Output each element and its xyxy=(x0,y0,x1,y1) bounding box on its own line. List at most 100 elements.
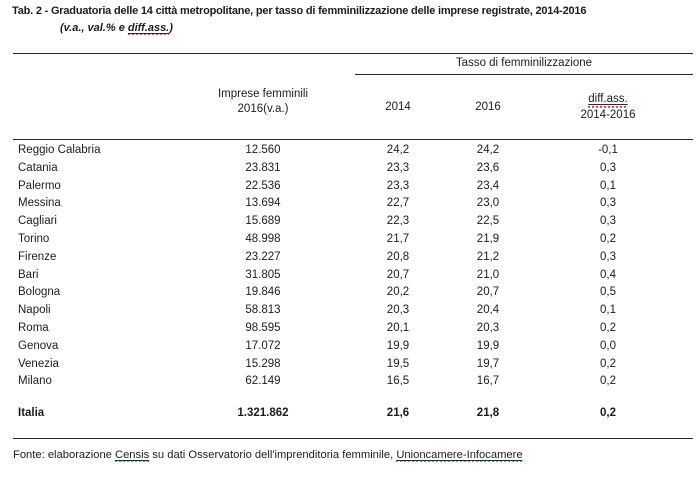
city-cell: Reggio Calabria xyxy=(18,144,101,156)
tasso-2016-cell: 23,6 xyxy=(476,161,500,174)
imprese-cell: 17.072 xyxy=(245,339,281,352)
city-cell: Venezia xyxy=(18,357,59,370)
tasso-2016-cell: 20,4 xyxy=(476,304,500,317)
header-diff-line1: diff.ass. xyxy=(588,91,628,108)
tasso-2014-cell: 19,9 xyxy=(386,339,410,352)
tasso-2014-cell: 20,1 xyxy=(386,321,410,334)
subtitle-post: ) xyxy=(169,22,173,34)
tasso-2014-cell: 20,7 xyxy=(386,268,410,281)
city-cell: Milano xyxy=(18,375,52,388)
table-span-header-row: Tasso di femminilizzazione xyxy=(13,54,693,75)
table-bottom-rule xyxy=(13,438,693,440)
table-header-row: Imprese femminili 2016(v.a.) 2014 2016 d… xyxy=(13,75,693,140)
total-tasso-2016-cell: 21,8 xyxy=(476,407,500,420)
city-cell: Napoli xyxy=(18,304,51,317)
imprese-cell: 19.846 xyxy=(245,286,281,299)
diff-cell: 0,3 xyxy=(600,215,616,228)
tasso-2016-cell: 23,4 xyxy=(476,179,500,192)
tasso-2014-cell: 21,7 xyxy=(386,232,410,245)
city-cell: Bari xyxy=(18,268,39,281)
source-unioncamere: Unioncamere-Infocamere xyxy=(396,449,523,462)
tasso-2016-cell: 24,2 xyxy=(476,144,500,156)
imprese-cell: 12.560 xyxy=(245,144,281,156)
tasso-2016-cell: 16,7 xyxy=(476,375,500,388)
tasso-2014-cell: 16,5 xyxy=(386,375,410,388)
span-header-tasso: Tasso di femminilizzazione xyxy=(355,54,693,75)
header-diff-line2: 2014-2016 xyxy=(580,108,636,121)
table-row: Milano 62.149 16,5 16,7 0,2 xyxy=(13,373,693,391)
tasso-2014-cell: 22,3 xyxy=(386,215,410,228)
tasso-2014-cell: 24,2 xyxy=(386,144,410,156)
city-cell: Palermo xyxy=(18,179,61,192)
city-cell: Cagliari xyxy=(18,215,57,228)
table-row: Reggio Calabria 12.560 24,2 24,2 -0,1 xyxy=(13,142,693,160)
tasso-2014-cell: 22,7 xyxy=(386,197,410,210)
table-row: Messina 13.694 22,7 23,0 0,3 xyxy=(13,195,693,213)
header-city-empty xyxy=(13,75,183,139)
table-row: Venezia 15.298 19,5 19,7 0,2 xyxy=(13,356,693,374)
diff-cell: 0,0 xyxy=(600,339,616,352)
total-row-italia: Italia 1.321.862 21,6 21,8 0,2 xyxy=(13,402,693,424)
subtitle-spellcheck-term: diff.ass. xyxy=(127,22,170,35)
table-row: Roma 98.595 20,1 20,3 0,2 xyxy=(13,320,693,338)
source-pre: Fonte: elaborazione xyxy=(13,449,115,461)
diff-cell: 0,3 xyxy=(600,250,616,263)
total-city-cell: Italia xyxy=(18,407,45,420)
source-censis: Censis xyxy=(115,449,150,462)
header-diff-ass: diff.ass. 2014-2016 xyxy=(523,75,693,139)
tasso-2014-cell: 20,8 xyxy=(386,250,410,263)
diff-cell: 0,1 xyxy=(600,304,616,317)
source-note: Fonte: elaborazione Censis su dati Osser… xyxy=(13,449,523,462)
header-imprese-line2: 2016(v.a.) xyxy=(237,103,289,115)
header-2014: 2014 xyxy=(385,100,411,113)
imprese-cell: 23.227 xyxy=(245,250,281,263)
imprese-cell: 13.694 xyxy=(245,197,281,210)
header-imprese-femminili: Imprese femminili 2016(v.a.) xyxy=(183,75,343,139)
imprese-cell: 58.813 xyxy=(245,304,281,317)
table-row: Bari 31.805 20,7 21,0 0,4 xyxy=(13,267,693,285)
tasso-2016-cell: 21,2 xyxy=(476,250,500,263)
city-cell: Bologna xyxy=(18,286,61,299)
table-body: Reggio Calabria 12.560 24,2 24,2 -0,1 Catani… xyxy=(13,140,693,391)
tasso-2016-cell: 21,0 xyxy=(476,268,500,281)
city-cell: Firenze xyxy=(18,250,57,263)
table-row: Firenze 23.227 20,8 21,2 0,3 xyxy=(13,249,693,267)
total-tasso-2014-cell: 21,6 xyxy=(386,407,410,420)
diff-cell: 0,2 xyxy=(600,232,616,245)
table-row: Torino 48.998 21,7 21,9 0,2 xyxy=(13,231,693,249)
table-row: Genova 17.072 19,9 19,9 0,0 xyxy=(13,338,693,356)
tasso-2016-cell: 21,9 xyxy=(476,232,500,245)
city-cell: Torino xyxy=(18,232,50,245)
tasso-2016-cell: 22,5 xyxy=(476,215,500,228)
tasso-2014-cell: 19,5 xyxy=(386,357,410,370)
city-cell: Roma xyxy=(18,321,49,334)
diff-cell: 0,2 xyxy=(600,321,616,334)
table-row: Catania 23.831 23,3 23,6 0,3 xyxy=(13,160,693,178)
diff-cell: -0,1 xyxy=(598,144,618,156)
table-title: Tab. 2 - Graduatoria delle 14 città metr… xyxy=(12,5,587,17)
imprese-cell: 62.149 xyxy=(245,375,281,388)
tasso-2016-cell: 19,9 xyxy=(476,339,500,352)
table-row: Bologna 19.846 20,2 20,7 0,5 xyxy=(13,284,693,302)
table-row: Palermo 22.536 23,3 23,4 0,1 xyxy=(13,178,693,196)
header-2016: 2016 xyxy=(475,100,501,113)
table-row: Cagliari 15.689 22,3 22,5 0,3 xyxy=(13,213,693,231)
tasso-2014-cell: 20,3 xyxy=(386,304,410,317)
data-table: Tasso di femminilizzazione Imprese femmi… xyxy=(13,53,693,440)
diff-cell: 0,1 xyxy=(600,179,616,192)
tasso-2016-cell: 23,0 xyxy=(476,197,500,210)
tasso-2016-cell: 20,3 xyxy=(476,321,500,334)
city-cell: Genova xyxy=(18,339,59,352)
city-cell: Messina xyxy=(18,197,61,210)
imprese-cell: 98.595 xyxy=(245,321,281,334)
tasso-2014-cell: 20,2 xyxy=(386,286,410,299)
imprese-cell: 15.689 xyxy=(245,215,281,228)
imprese-cell: 23.831 xyxy=(245,161,281,174)
diff-cell: 0,3 xyxy=(600,161,616,174)
subtitle-pre: (v.a., val.% e xyxy=(60,22,128,34)
tasso-2014-cell: 23,3 xyxy=(386,161,410,174)
total-diff-cell: 0,2 xyxy=(600,407,616,420)
source-mid: su dati Osservatorio dell'imprenditoria … xyxy=(149,449,397,461)
diff-cell: 0,4 xyxy=(600,268,616,281)
table-row: Napoli 58.813 20,3 20,4 0,1 xyxy=(13,302,693,320)
